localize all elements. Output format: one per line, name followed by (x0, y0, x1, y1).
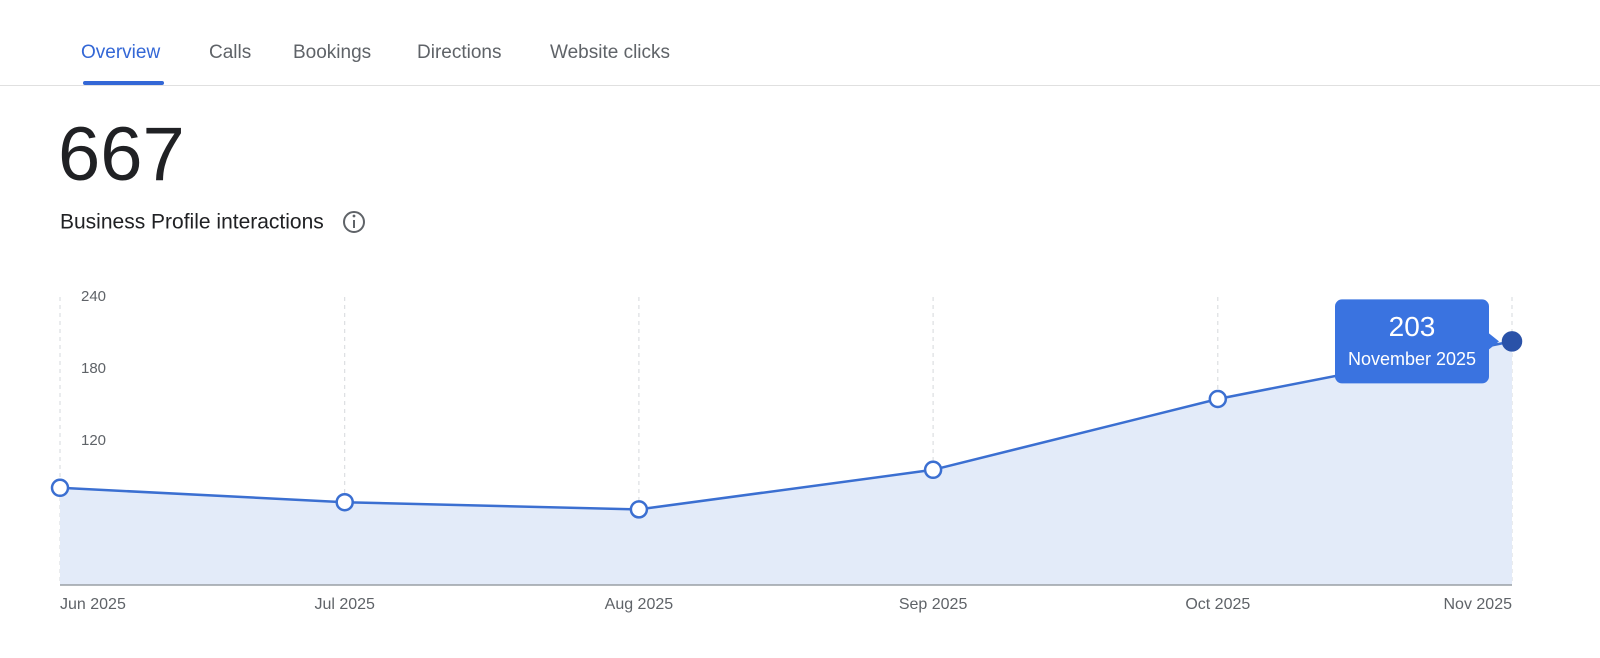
info-icon[interactable] (343, 211, 365, 233)
x-tick-label: Aug 2025 (605, 596, 674, 613)
tooltip-box (1335, 299, 1489, 384)
tab[interactable]: Directions (417, 42, 501, 63)
y-tick-label: 120 (81, 432, 106, 449)
tooltip-value: 203 (1389, 311, 1436, 342)
metric-label: Business Profile interactions (60, 211, 324, 234)
area (60, 341, 1512, 585)
point[interactable] (923, 460, 943, 480)
y-tick-label: 180 (81, 360, 106, 377)
point[interactable] (1208, 389, 1228, 409)
point[interactable] (1501, 331, 1523, 352)
point[interactable] (629, 500, 649, 519)
tab[interactable]: Calls (209, 42, 251, 63)
tab[interactable]: Bookings (293, 42, 371, 63)
x-tick-label: Nov 2025 (1444, 596, 1513, 613)
tab[interactable]: Website clicks (550, 42, 670, 63)
y-tick-label: 240 (81, 288, 106, 305)
x-tick-label: Sep 2025 (899, 596, 968, 613)
tab[interactable]: Overview (81, 42, 160, 63)
tooltip-label: November 2025 (1348, 349, 1476, 369)
active-tab-indicator (83, 81, 164, 85)
point[interactable] (50, 478, 70, 498)
x-tick-label: Oct 2025 (1185, 596, 1250, 613)
tooltip-pointer (1489, 333, 1499, 350)
point[interactable] (335, 492, 354, 512)
x-tick-label: Jul 2025 (314, 596, 375, 613)
line (59, 340, 1513, 511)
total-value: 667 (58, 112, 185, 197)
x-tick-label: Jun 2025 (60, 596, 126, 613)
